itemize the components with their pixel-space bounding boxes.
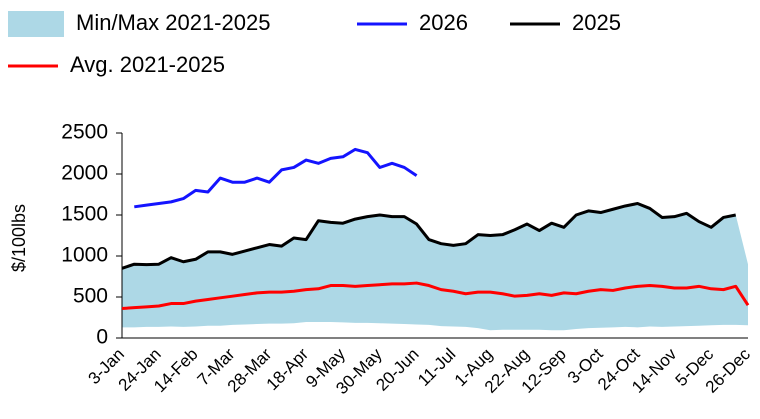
x-tick-label: 11-Jul bbox=[414, 345, 459, 390]
series-line bbox=[121, 202, 737, 270]
x-tick-label: 18-Apr bbox=[263, 344, 313, 394]
y-tick-label: 2500 bbox=[61, 121, 108, 144]
y-tick-label: 0 bbox=[96, 326, 108, 349]
series-line bbox=[121, 281, 750, 310]
y-tick-label: 500 bbox=[73, 285, 108, 308]
legend-swatch bbox=[8, 11, 64, 37]
y-tick-label: 1000 bbox=[61, 244, 108, 267]
legend-label: 2025 bbox=[572, 10, 621, 35]
min-max-band bbox=[122, 203, 748, 331]
y-tick-label: 2000 bbox=[61, 162, 108, 185]
y-axis-label: $/100lbs bbox=[9, 204, 29, 272]
legend-label: Avg. 2021-2025 bbox=[70, 52, 225, 77]
y-tick-label: 1500 bbox=[61, 203, 108, 226]
x-tick-label: 20-Jun bbox=[372, 345, 422, 395]
legend-label: 2026 bbox=[419, 10, 468, 35]
series-line bbox=[134, 147, 418, 209]
legend-label: Min/Max 2021-2025 bbox=[76, 10, 270, 35]
